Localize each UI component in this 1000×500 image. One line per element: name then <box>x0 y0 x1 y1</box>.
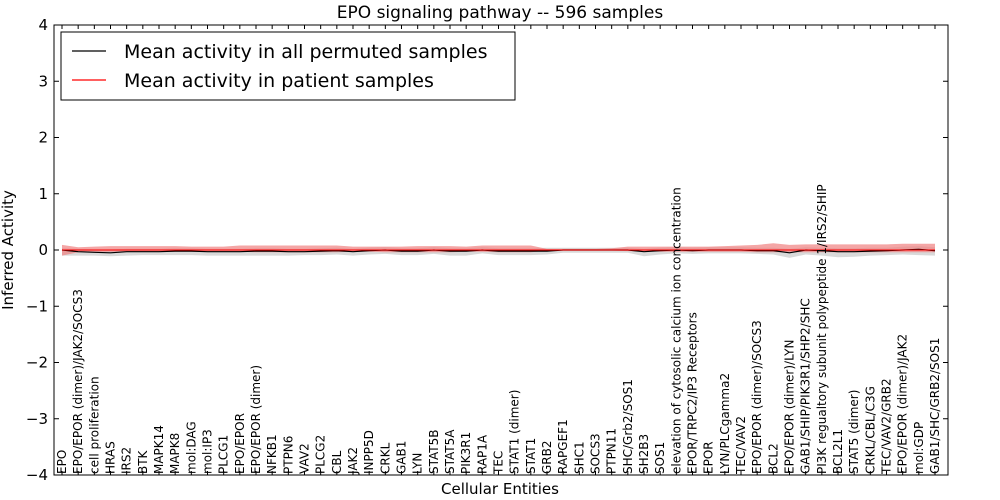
y-tick-label: −2 <box>26 354 48 372</box>
series-lines <box>61 248 936 254</box>
x-tick-label: SHC/Grb2/SOS1 <box>621 379 635 474</box>
chart-title: EPO signaling pathway -- 596 samples <box>337 3 664 23</box>
legend-box <box>60 31 516 101</box>
x-tick-label: PTPN6 <box>281 436 295 474</box>
x-tick-label: CRKL <box>378 442 392 474</box>
x-tick-label: EPO/EPOR (dimer)/JAK2 <box>896 334 910 474</box>
y-tick-label: −4 <box>26 466 48 484</box>
x-tick-label: JAK2 <box>346 447 360 475</box>
x-tick-label: LYN/PLCgamma2 <box>718 373 732 474</box>
x-tick-label: STAT5 (dimer) <box>847 390 861 474</box>
x-tick-label: EPO/EPOR (dimer)/JAK2/SOCS3 <box>71 289 85 474</box>
x-tick-label: GAB1 <box>395 441 409 474</box>
x-tick-label: CRKL/CBL/C3G <box>863 386 877 474</box>
x-tick-label: PLCG1 <box>217 435 231 474</box>
x-tick-label: cell proliferation <box>87 376 101 474</box>
x-tick-label: PIK3R1 <box>459 432 473 474</box>
y-tick-label: 4 <box>38 16 48 34</box>
y-axis-label: Inferred Activity <box>0 190 17 310</box>
y-tick-label: 2 <box>38 129 48 147</box>
x-tick-label: mol:DAG <box>184 421 198 474</box>
plot-frame <box>53 24 949 476</box>
legend-label-permuted: Mean activity in all permuted samples <box>124 41 487 63</box>
x-tick-label: STAT5A <box>443 429 457 474</box>
x-tick-label: EPOR <box>702 441 716 474</box>
x-tick-label: STAT1 (dimer) <box>508 390 522 474</box>
x-axis: EPO EPO/EPOR (dimer)/JAK2/SOCS3 cell proli… <box>55 25 942 475</box>
x-tick-label: MAPK14 <box>152 425 166 474</box>
x-tick-label: GAB1/SHIP/PIK3R1/SHP2/SHC <box>799 298 813 474</box>
legend-label-patient: Mean activity in patient samples <box>124 70 434 92</box>
x-tick-label: GRB2 <box>540 440 554 474</box>
x-tick-label: BTK <box>136 449 150 474</box>
x-axis-label: Cellular Entities <box>441 480 559 498</box>
x-tick-label: BCL2L1 <box>831 429 845 474</box>
x-tick-label: MAPK8 <box>168 433 182 474</box>
x-tick-label: PI3K regualtory subunit polypeptide 1/IR… <box>815 184 829 474</box>
y-tick-label: −3 <box>26 410 48 428</box>
x-tick-label: EPOR/TRPC2/IP3 Receptors <box>686 312 700 474</box>
x-tick-label: SH2B3 <box>637 434 651 474</box>
series-line-permuted <box>61 248 936 254</box>
y-tick-label: −1 <box>26 297 48 315</box>
x-tick-label: STAT5B <box>427 430 441 475</box>
x-tick-label: IRS2 <box>120 447 134 474</box>
confidence-bands <box>62 243 935 258</box>
x-tick-label: SOCS3 <box>589 433 603 474</box>
x-tick-label: EPO/EPOR (dimer)/SOCS3 <box>750 320 764 474</box>
y-axis: −4 −3 −2 −1 0 1 2 3 4 <box>26 16 948 484</box>
x-tick-label: TEC/VAV2/GRB2 <box>880 378 894 475</box>
x-tick-label: HRAS <box>104 441 118 474</box>
x-tick-label: mol:GDP <box>912 422 926 474</box>
y-tick-label: 3 <box>38 72 48 90</box>
x-tick-label: RAP1A <box>475 434 489 474</box>
x-tick-label: EPO/EPOR (dimer) <box>249 365 263 474</box>
x-tick-label: INPP5D <box>362 430 376 474</box>
x-tick-label: TEC/VAV2 <box>734 416 748 475</box>
x-tick-label: BCL2 <box>766 443 780 474</box>
x-tick-label: EPO <box>55 450 69 474</box>
x-tick-label: EPO/EPOR <box>233 413 247 474</box>
x-tick-label: RAPGEF1 <box>556 419 570 474</box>
y-tick-label: 0 <box>38 241 48 259</box>
x-tick-label: elevation of cytosolic calcium ion conce… <box>669 187 683 474</box>
x-tick-label: mol:IP3 <box>201 429 215 474</box>
x-tick-label: SOS1 <box>653 442 667 474</box>
x-tick-label: LYN <box>411 453 425 474</box>
x-tick-label: CBL <box>330 450 344 474</box>
x-tick-label: STAT1 <box>524 438 538 474</box>
x-tick-label: EPO/EPOR (dimer)/LYN <box>783 340 797 474</box>
x-tick-label: PLCG2 <box>314 435 328 474</box>
legend: Mean activity in all permuted samples Me… <box>60 31 516 101</box>
x-tick-label: SHC1 <box>572 441 586 474</box>
x-tick-label: GAB1/SHC/GRB2/SOS1 <box>928 338 942 474</box>
confidence-band-patient <box>62 243 935 256</box>
x-tick-label: TEC <box>492 451 506 475</box>
x-tick-label: VAV2 <box>298 443 312 474</box>
x-tick-label: PTPN11 <box>605 428 619 474</box>
y-tick-label: 1 <box>38 185 48 203</box>
x-tick-label: NFKB1 <box>265 434 279 474</box>
